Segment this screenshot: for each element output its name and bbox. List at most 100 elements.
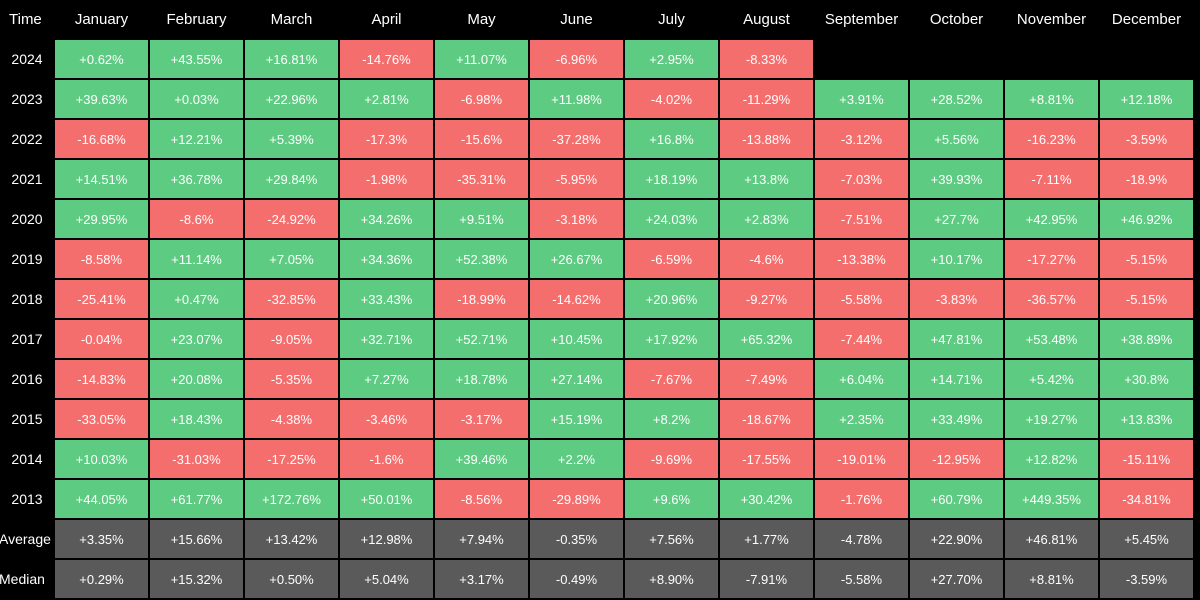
return-cell-2023-august: -11.29% (720, 80, 813, 118)
return-cell-2014-august: -17.55% (720, 440, 813, 478)
summary-cell-median-may: +3.17% (435, 560, 528, 598)
return-cell-2022-may: -15.6% (435, 120, 528, 158)
return-cell-2014-july: -9.69% (625, 440, 718, 478)
year-label-2023: 2023 (11, 91, 43, 107)
return-cell-2020-august: +2.83% (720, 200, 813, 238)
return-cell-2019-march: +7.05% (245, 240, 338, 278)
return-cell-2019-november: -17.27% (1005, 240, 1098, 278)
return-cell-2022-september: -3.12% (815, 120, 908, 158)
return-cell-2018-september: -5.58% (815, 280, 908, 318)
return-cell-2019-february: +11.14% (150, 240, 243, 278)
return-cell-2013-december: -34.81% (1100, 480, 1193, 518)
return-cell-2021-april: -1.98% (340, 160, 433, 198)
return-cell-2021-june: -5.95% (530, 160, 623, 198)
return-cell-2014-october: -12.95% (910, 440, 1003, 478)
return-cell-2024-september (815, 40, 908, 78)
return-cell-2024-may: +11.07% (435, 40, 528, 78)
return-cell-2024-january: +0.62% (55, 40, 148, 78)
summary-cell-average-october: +22.90% (910, 520, 1003, 558)
year-label-2022: 2022 (11, 131, 43, 147)
return-cell-2020-december: +46.92% (1100, 200, 1193, 238)
return-cell-2013-november: +449.35% (1005, 480, 1098, 518)
return-cell-2022-december: -3.59% (1100, 120, 1193, 158)
return-cell-2020-march: -24.92% (245, 200, 338, 238)
return-cell-2017-september: -7.44% (815, 320, 908, 358)
summary-cell-average-january: +3.35% (55, 520, 148, 558)
return-cell-2024-february: +43.55% (150, 40, 243, 78)
month-header-november: November (1016, 11, 1087, 28)
return-cell-2017-october: +47.81% (910, 320, 1003, 358)
return-cell-2018-december: -5.15% (1100, 280, 1193, 318)
return-cell-2015-february: +18.43% (150, 400, 243, 438)
return-cell-2019-may: +52.38% (435, 240, 528, 278)
return-cell-2017-december: +38.89% (1100, 320, 1193, 358)
month-header-january: January (74, 11, 129, 28)
return-cell-2016-february: +20.08% (150, 360, 243, 398)
return-cell-2017-july: +17.92% (625, 320, 718, 358)
return-cell-2021-november: -7.11% (1005, 160, 1098, 198)
return-cell-2023-march: +22.96% (245, 80, 338, 118)
return-cell-2013-may: -8.56% (435, 480, 528, 518)
return-cell-2022-march: +5.39% (245, 120, 338, 158)
return-cell-2022-july: +16.8% (625, 120, 718, 158)
year-label-2017: 2017 (11, 331, 43, 347)
return-cell-2020-november: +42.95% (1005, 200, 1098, 238)
return-cell-2018-july: +20.96% (625, 280, 718, 318)
summary-cell-median-november: +8.81% (1005, 560, 1098, 598)
return-cell-2018-february: +0.47% (150, 280, 243, 318)
return-cell-2023-september: +3.91% (815, 80, 908, 118)
return-cell-2020-may: +9.51% (435, 200, 528, 238)
month-header-july: July (658, 11, 685, 28)
return-cell-2016-july: -7.67% (625, 360, 718, 398)
return-cell-2017-january: -0.04% (55, 320, 148, 358)
month-header-december: December (1111, 11, 1182, 28)
return-cell-2015-september: +2.35% (815, 400, 908, 438)
return-cell-2023-february: +0.03% (150, 80, 243, 118)
return-cell-2013-july: +9.6% (625, 480, 718, 518)
return-cell-2017-june: +10.45% (530, 320, 623, 358)
return-cell-2018-april: +33.43% (340, 280, 433, 318)
return-cell-2014-march: -17.25% (245, 440, 338, 478)
return-cell-2018-june: -14.62% (530, 280, 623, 318)
return-cell-2014-may: +39.46% (435, 440, 528, 478)
summary-cell-median-april: +5.04% (340, 560, 433, 598)
return-cell-2016-november: +5.42% (1005, 360, 1098, 398)
return-cell-2021-october: +39.93% (910, 160, 1003, 198)
return-cell-2022-august: -13.88% (720, 120, 813, 158)
return-cell-2015-april: -3.46% (340, 400, 433, 438)
return-cell-2023-january: +39.63% (55, 80, 148, 118)
return-cell-2014-june: +2.2% (530, 440, 623, 478)
return-cell-2016-december: +30.8% (1100, 360, 1193, 398)
return-cell-2017-august: +65.32% (720, 320, 813, 358)
return-cell-2020-july: +24.03% (625, 200, 718, 238)
return-cell-2013-february: +61.77% (150, 480, 243, 518)
summary-cell-median-july: +8.90% (625, 560, 718, 598)
return-cell-2024-april: -14.76% (340, 40, 433, 78)
return-cell-2018-may: -18.99% (435, 280, 528, 318)
month-header-june: June (560, 11, 593, 28)
return-cell-2017-april: +32.71% (340, 320, 433, 358)
year-label-2021: 2021 (11, 171, 43, 187)
year-label-2016: 2016 (11, 371, 43, 387)
return-cell-2024-july: +2.95% (625, 40, 718, 78)
return-cell-2020-june: -3.18% (530, 200, 623, 238)
return-cell-2024-october (910, 40, 1003, 78)
return-cell-2023-july: -4.02% (625, 80, 718, 118)
month-header-october: October (929, 11, 984, 28)
return-cell-2018-january: -25.41% (55, 280, 148, 318)
return-cell-2018-october: -3.83% (910, 280, 1003, 318)
return-cell-2013-october: +60.79% (910, 480, 1003, 518)
return-cell-2020-april: +34.26% (340, 200, 433, 238)
month-header-march: March (270, 11, 313, 28)
time-column-header: Time (9, 11, 42, 28)
month-header-february: February (166, 11, 227, 28)
return-cell-2014-february: -31.03% (150, 440, 243, 478)
return-cell-2023-june: +11.98% (530, 80, 623, 118)
return-cell-2015-june: +15.19% (530, 400, 623, 438)
summary-cell-median-february: +15.32% (150, 560, 243, 598)
year-label-2015: 2015 (11, 411, 43, 427)
return-cell-2013-march: +172.76% (245, 480, 338, 518)
return-cell-2018-march: -32.85% (245, 280, 338, 318)
return-cell-2016-march: -5.35% (245, 360, 338, 398)
